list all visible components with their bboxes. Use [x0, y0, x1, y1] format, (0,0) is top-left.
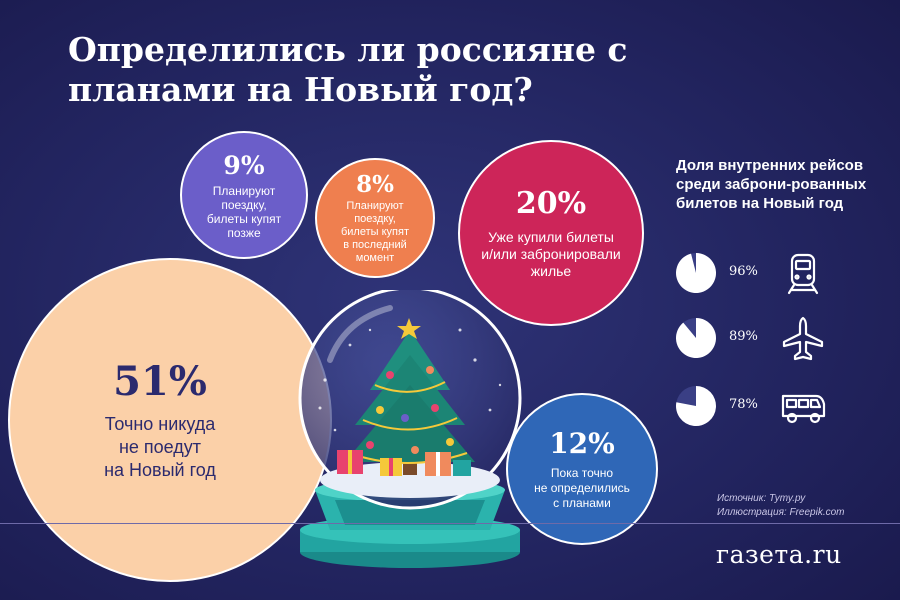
bubble-bought-percent: 20% [515, 186, 587, 221]
illustration-credit: Иллюстрация: Freepik.com [717, 507, 845, 518]
bubble-later-percent: 9% [223, 150, 265, 180]
bubble-nowhere: 51% Точно никуда не поедут на Новый год [8, 258, 332, 582]
pie-slice-domestic [675, 318, 716, 358]
pie-slice-domestic [676, 253, 717, 293]
brand-logo: газета.ru [716, 540, 842, 569]
train-icon [787, 253, 819, 295]
pie-chart-bus [675, 386, 716, 426]
domestic-row-bus: 78% [674, 382, 844, 432]
snow-globe-illustration [298, 290, 522, 568]
bus-icon [781, 394, 826, 424]
bubble-bought-label: Уже купили билеты и/или забронировали жи… [481, 229, 621, 279]
pie-chart-plane [675, 318, 716, 358]
domestic-share-title: Доля внутренних рейсов среди заброни-ров… [676, 157, 867, 212]
pie-chart-train [676, 253, 717, 293]
bubble-last-minute: 8% Планируют поездку, билеты купят в пос… [315, 158, 435, 278]
bubble-nowhere-percent: 51% [113, 358, 207, 405]
bubble-last-minute-label: Планируют поездку, билеты купят в послед… [340, 200, 409, 264]
domestic-bus-value: 78% [729, 397, 758, 412]
pie-slice-domestic [675, 386, 716, 426]
domestic-row-plane: 89% [674, 314, 844, 364]
bubble-bought: 20% Уже купили билеты и/или забронировал… [458, 140, 644, 326]
bubble-undecided-percent: 12% [549, 427, 615, 460]
bubble-undecided-label: Пока точно не определились с планами [534, 466, 630, 510]
domestic-row-train: 96% [674, 249, 844, 299]
bubble-later: 9% Планируют поездку, билеты купят позже [180, 131, 308, 259]
bubble-nowhere-label: Точно никуда не поедут на Новый год [104, 414, 216, 480]
source-note: Источник: Туту.ру Иллюстрация: Freepik.c… [717, 492, 845, 520]
bubble-last-minute-percent: 8% [356, 171, 394, 198]
domestic-plane-value: 89% [729, 329, 758, 344]
source-line: Источник: Туту.ру [717, 493, 806, 504]
plane-icon [782, 316, 824, 361]
footer-divider [0, 523, 900, 524]
page-title: Определились ли россияне с планами на Но… [68, 30, 628, 109]
domestic-train-value: 96% [729, 264, 758, 279]
bubble-later-label: Планируют поездку, билеты купят позже [206, 183, 282, 240]
bubble-undecided: 12% Пока точно не определились с планами [506, 393, 658, 545]
